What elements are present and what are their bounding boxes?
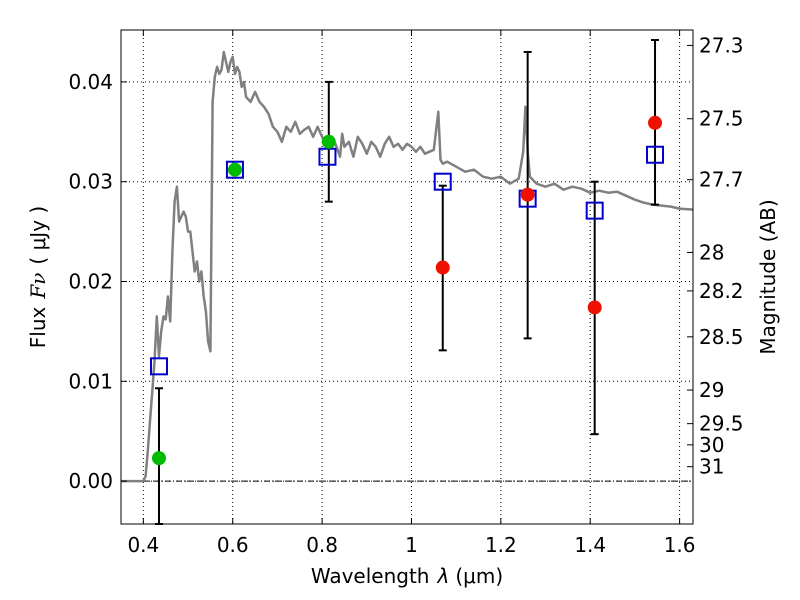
y-tick-label: 0.04: [68, 70, 113, 94]
right-tick-label: 29: [699, 378, 724, 402]
right-tick-label: 30: [699, 433, 724, 457]
y-ticks: 0.00 0.01 0.02 0.03 0.04: [68, 70, 127, 493]
nir-point: [587, 300, 602, 315]
nir-point: [435, 260, 450, 275]
y-tick-label: 0.03: [68, 170, 113, 194]
model-spectrum-line: [121, 50, 694, 483]
y-axis-label: FluxFν( μJy ): [26, 206, 50, 348]
right-tick-label: 28.5: [699, 325, 744, 349]
model-point-square: [646, 145, 665, 164]
y-tick-label: 0.01: [68, 369, 113, 393]
model-point-square: [433, 172, 452, 191]
y-tick-label: 0.02: [68, 269, 113, 293]
right-tick-label: 29.5: [699, 412, 744, 436]
model-point-square: [225, 160, 244, 179]
x-tick-label: 1.2: [485, 533, 517, 557]
right-tick-label: 28.2: [699, 279, 744, 303]
x-tick-label: 0.8: [306, 533, 338, 557]
nir-point: [520, 187, 535, 202]
optical-point: [227, 162, 242, 177]
model-point-square: [149, 357, 168, 376]
optical-point: [151, 451, 166, 466]
x-tick-label: 1: [405, 533, 418, 557]
plot-frame: [120, 29, 694, 525]
x-tick-label: 0.6: [217, 533, 249, 557]
x-tick-label: 0.4: [127, 533, 159, 557]
model-points: [149, 145, 665, 376]
x-axis-label: Wavelength λ (μm): [311, 564, 503, 588]
y2-axis-label: Magnitude (AB): [756, 199, 780, 354]
right-tick-label: 31: [699, 455, 724, 479]
model-point-square: [318, 147, 337, 166]
model-spectrum: [121, 50, 694, 483]
right-tick-label: 28: [699, 240, 724, 264]
y-tick-label: 0.00: [68, 469, 113, 493]
right-tick-label: 27.7: [699, 168, 744, 192]
optical-detections: [151, 134, 336, 466]
model-point-square: [585, 201, 604, 220]
right-tick-label: 27.3: [699, 33, 744, 57]
nir-detections: [435, 115, 663, 315]
optical-point: [321, 134, 336, 149]
x-ticks: 0.4 0.6 0.8 1 1.2 1.4 1.6: [127, 30, 696, 557]
x-tick-label: 1.4: [574, 533, 606, 557]
error-bars: [154, 38, 660, 525]
x-tick-label: 1.6: [664, 533, 696, 557]
nir-point: [648, 115, 663, 130]
grid-lines: [121, 30, 693, 524]
right-tick-label: 27.5: [699, 107, 744, 131]
